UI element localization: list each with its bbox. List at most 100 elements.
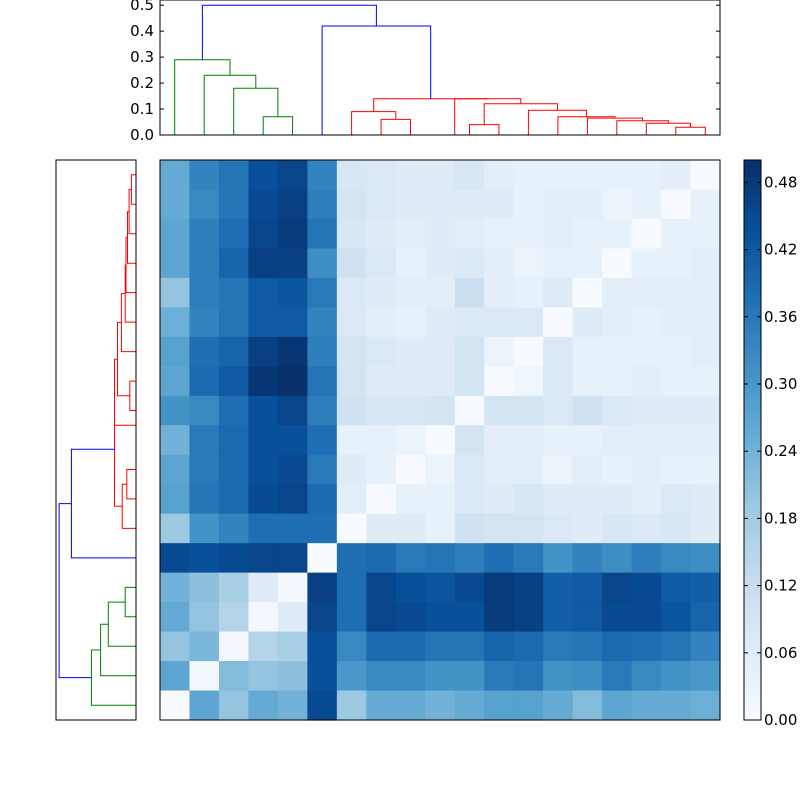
heatmap-cell <box>631 513 662 544</box>
heatmap-cell <box>543 189 574 220</box>
heatmap-cell <box>307 366 338 397</box>
heatmap-cell <box>336 484 367 515</box>
colorbar-segment <box>744 700 761 705</box>
colorbar-segment <box>744 176 761 181</box>
colorbar-segment <box>744 456 761 461</box>
heatmap-cell <box>425 366 456 397</box>
heatmap-cell <box>218 572 250 603</box>
heatmap-cell <box>484 218 515 250</box>
colorbar-segment <box>744 488 761 493</box>
heatmap-cell <box>661 425 692 456</box>
colorbar-segment <box>744 268 761 273</box>
heatmap-cell <box>395 336 426 367</box>
heatmap-cell <box>218 631 250 662</box>
heatmap-cell <box>454 366 485 397</box>
colorbar-segment <box>744 320 761 325</box>
colorbar-segment <box>744 612 761 617</box>
heatmap-cell <box>661 602 692 633</box>
heatmap-cell <box>218 425 250 456</box>
heatmap-cell <box>513 336 544 367</box>
heatmap-cell <box>690 425 721 456</box>
heatmap-cell <box>513 572 544 603</box>
left-dendrogram-links <box>58 174 136 706</box>
heatmap-cell <box>572 572 603 603</box>
heatmap-cell <box>248 218 279 250</box>
heatmap-cell <box>395 248 426 279</box>
heatmap-cell <box>543 160 574 191</box>
heatmap-cell <box>454 425 485 456</box>
heatmap-cell <box>631 454 662 485</box>
heatmap-cell <box>248 454 279 485</box>
heatmap-cell <box>160 572 191 603</box>
colorbar-segment <box>744 528 761 533</box>
heatmap-cell <box>690 395 721 426</box>
heatmap-cell <box>690 454 721 485</box>
heatmap-cell <box>395 425 426 456</box>
colorbar-segment <box>744 216 761 221</box>
heatmap-cell <box>366 395 397 426</box>
heatmap-cell <box>336 602 367 633</box>
heatmap-cell <box>307 602 338 633</box>
heatmap-cell <box>602 189 633 220</box>
colorbar-segment <box>744 308 761 313</box>
colorbar-segment <box>744 296 761 301</box>
colorbar-tick-label: 0.00 <box>764 711 797 729</box>
colorbar-segment <box>744 508 761 513</box>
heatmap-cell <box>602 690 633 721</box>
heatmap-cell <box>690 336 721 367</box>
heatmap-cell <box>425 425 456 456</box>
colorbar-segment <box>744 620 761 625</box>
colorbar-frame <box>743 159 762 721</box>
heatmap-cell <box>631 189 662 220</box>
heatmap-cell <box>454 631 485 662</box>
heatmap-cell <box>631 661 662 692</box>
heatmap-cell <box>690 661 721 692</box>
left-dendrogram-frame <box>55 159 137 721</box>
colorbar-segment <box>744 588 761 593</box>
heatmap-cell <box>395 160 426 191</box>
heatmap-cell <box>602 425 633 456</box>
colorbar-segment <box>744 708 761 713</box>
colorbar-segment <box>744 360 761 365</box>
heatmap-cell <box>189 218 220 250</box>
colorbar-segment <box>744 600 761 605</box>
heatmap-cell <box>572 248 603 279</box>
heatmap-cell <box>690 218 721 250</box>
colorbar-segment <box>744 608 761 613</box>
heatmap-cell <box>277 454 308 485</box>
heatmap-cell <box>189 395 220 426</box>
heatmap-cell <box>336 395 367 426</box>
heatmap-cell <box>336 631 367 662</box>
heatmap-cell <box>189 277 220 308</box>
heatmap-cell <box>336 572 367 603</box>
colorbar-segment <box>744 548 761 553</box>
heatmap-cell <box>336 189 367 220</box>
heatmap-cell <box>395 631 426 662</box>
heatmap-cell <box>631 425 662 456</box>
heatmap-cell <box>160 336 191 367</box>
colorbar-segment <box>744 556 761 561</box>
heatmap-cell <box>248 248 279 279</box>
left-dendrogram-link <box>114 392 123 507</box>
heatmap-cell <box>661 160 692 191</box>
heatmap-cell <box>690 307 721 338</box>
heatmap-cell <box>336 690 367 721</box>
heatmap-cell <box>513 307 544 338</box>
heatmap-cell <box>631 572 662 603</box>
heatmap-cell <box>484 248 515 279</box>
colorbar-segment <box>744 376 761 381</box>
colorbar-segment <box>744 340 761 345</box>
heatmap-cell <box>602 160 633 191</box>
colorbar-segment <box>744 420 761 425</box>
colorbar-segment <box>744 196 761 201</box>
heatmap-cell <box>484 189 515 220</box>
colorbar-segment <box>744 424 761 429</box>
heatmap-cell <box>160 661 191 692</box>
heatmap-cell <box>160 513 191 544</box>
heatmap-cell <box>218 366 250 397</box>
heatmap-cell <box>189 543 220 574</box>
heatmap-cell <box>307 425 338 456</box>
heatmap-cell <box>690 543 721 574</box>
colorbar-segment <box>744 180 761 185</box>
colorbar-segment <box>744 264 761 269</box>
